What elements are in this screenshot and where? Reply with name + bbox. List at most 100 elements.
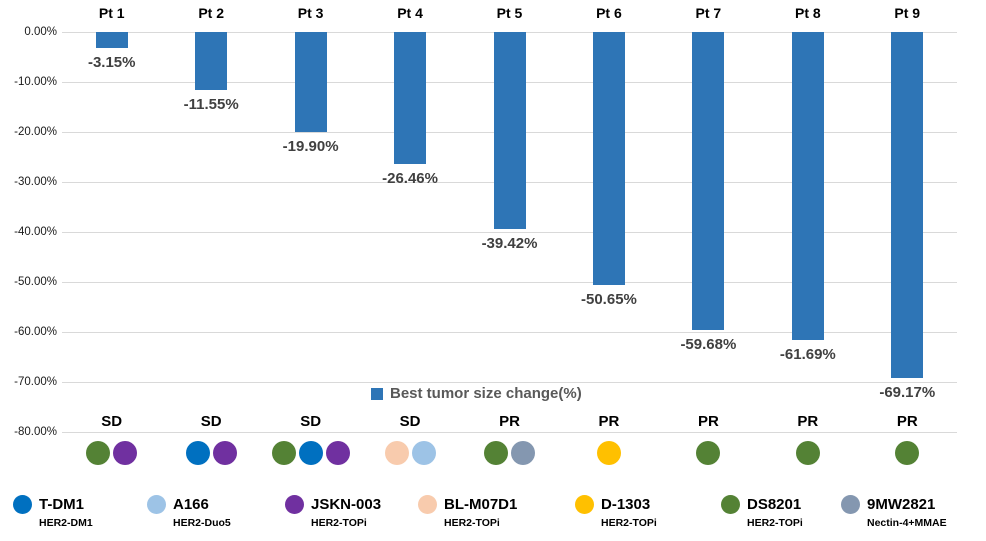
bar-pt-7 <box>692 32 725 330</box>
gridline <box>62 282 957 283</box>
treatment-dot-row <box>648 441 768 465</box>
gridline <box>62 382 957 383</box>
drug-name: A166 <box>173 496 209 513</box>
bar-pt-4 <box>394 32 427 164</box>
treatment-dot-jskn-003 <box>212 441 237 465</box>
bar-pt-1 <box>95 32 128 48</box>
value-label: -26.46% <box>382 170 438 187</box>
treatment-dot-row <box>847 441 967 465</box>
patient-label: Pt 7 <box>695 5 722 21</box>
treatment-dot-t-dm1 <box>298 441 323 465</box>
patient-label: Pt 8 <box>794 5 821 21</box>
treatment-dot-jskn-003 <box>113 441 138 465</box>
drug-name: T-DM1 <box>39 496 84 513</box>
treatment-dot-row <box>350 441 470 465</box>
patient-label: Pt 1 <box>98 5 125 21</box>
legend-dot-icon <box>147 495 166 514</box>
gridline <box>62 232 957 233</box>
value-label: -59.68% <box>680 336 737 353</box>
legend-dot-icon <box>841 495 860 514</box>
drug-mechanism: HER2-TOPi <box>311 517 367 529</box>
status-label: PR <box>697 413 719 430</box>
treatment-dot-row <box>748 441 868 465</box>
legend-dot-icon <box>575 495 594 514</box>
bar-pt-8 <box>791 32 824 340</box>
treatment-dot-ds8201 <box>895 441 920 465</box>
treatment-dot-a166 <box>411 441 436 465</box>
value-label: -39.42% <box>481 235 538 252</box>
value-label: -19.90% <box>282 138 339 155</box>
drug-mechanism: HER2-Duo5 <box>173 517 231 529</box>
y-tick-label: -60.00% <box>14 326 57 338</box>
legend-item-bl-m07d1: BL-M07D1 HER2-TOPi <box>418 495 517 529</box>
treatment-dot-row <box>52 441 172 465</box>
drug-mechanism: HER2-TOPi <box>747 517 803 529</box>
status-label: SD <box>101 413 123 430</box>
treatment-dot-d-1303 <box>596 441 621 465</box>
series-legend-swatch-icon <box>371 388 383 400</box>
treatment-dot-ds8201 <box>484 441 508 465</box>
drug-mechanism: HER2-DM1 <box>39 517 93 529</box>
treatment-dot-row <box>450 441 570 465</box>
status-label: PR <box>598 413 620 430</box>
legend-item-jskn-003: JSKN-003 HER2-TOPi <box>285 495 381 529</box>
legend-item-ds8201: DS8201 HER2-TOPi <box>721 495 803 529</box>
treatment-dot-jskn-003 <box>325 441 350 465</box>
y-tick-label: 0.00% <box>24 26 57 38</box>
treatment-dot-t-dm1 <box>185 441 210 465</box>
legend-item-9mw2821: 9MW2821 Nectin-4+MMAE <box>841 495 947 529</box>
y-tick-label: -50.00% <box>14 276 57 288</box>
status-label: PR <box>499 413 520 430</box>
value-label: -69.17% <box>879 384 936 401</box>
treatment-dot-row <box>151 441 271 465</box>
drug-mechanism: Nectin-4+MMAE <box>867 517 947 529</box>
legend-dot-icon <box>13 495 32 514</box>
status-label: PR <box>797 413 819 430</box>
status-label: SD <box>200 413 222 430</box>
drug-name: BL-M07D1 <box>444 496 518 513</box>
value-label: -61.69% <box>779 346 836 363</box>
y-tick-label: -10.00% <box>14 76 57 88</box>
drug-name: DS8201 <box>747 496 802 513</box>
drug-mechanism: HER2-TOPi <box>601 517 657 529</box>
patient-label: Pt 2 <box>198 5 224 21</box>
gridline <box>62 432 957 433</box>
treatment-dot-row <box>549 441 669 465</box>
gridline <box>62 332 957 333</box>
bar-pt-6 <box>592 32 625 285</box>
patient-label: Pt 9 <box>894 5 921 21</box>
value-label: -50.65% <box>581 291 637 308</box>
series-legend-label: Best tumor size change(%) <box>390 385 582 402</box>
legend-item-a166: A166 HER2-Duo5 <box>147 495 231 529</box>
patient-label: Pt 6 <box>596 5 622 21</box>
drug-name: 9MW2821 <box>867 496 936 513</box>
series-legend: Best tumor size change(%) <box>371 386 582 402</box>
legend-item-d-1303: D-1303 HER2-TOPi <box>575 495 657 529</box>
y-tick-label: -40.00% <box>14 226 57 238</box>
treatment-dot-ds8201 <box>271 441 296 465</box>
treatment-dot-9mw2821 <box>511 441 535 465</box>
legend-item-t-dm1: T-DM1 HER2-DM1 <box>13 495 93 529</box>
drug-name: JSKN-003 <box>311 496 382 513</box>
value-label: -11.55% <box>183 96 239 113</box>
patient-label: Pt 4 <box>397 5 423 21</box>
y-tick-label: -20.00% <box>14 126 57 138</box>
y-tick-label: -70.00% <box>14 376 57 388</box>
treatment-dot-ds8201 <box>795 441 820 465</box>
status-label: SD <box>300 413 322 430</box>
bar-pt-3 <box>294 32 327 132</box>
drug-name: D-1303 <box>601 496 651 513</box>
patient-label: Pt 5 <box>496 5 523 21</box>
status-label: PR <box>896 413 918 430</box>
bar-pt-9 <box>891 32 924 378</box>
patient-label: Pt 3 <box>297 5 324 21</box>
value-label: -3.15% <box>87 54 136 71</box>
legend-dot-icon <box>285 495 304 514</box>
treatment-dot-bl-m07d1 <box>384 441 409 465</box>
drug-mechanism: HER2-TOPi <box>444 517 500 529</box>
y-tick-label: -30.00% <box>14 176 57 188</box>
treatment-dot-ds8201 <box>86 441 111 465</box>
legend-dot-icon <box>418 495 437 514</box>
bar-pt-5 <box>493 32 526 229</box>
